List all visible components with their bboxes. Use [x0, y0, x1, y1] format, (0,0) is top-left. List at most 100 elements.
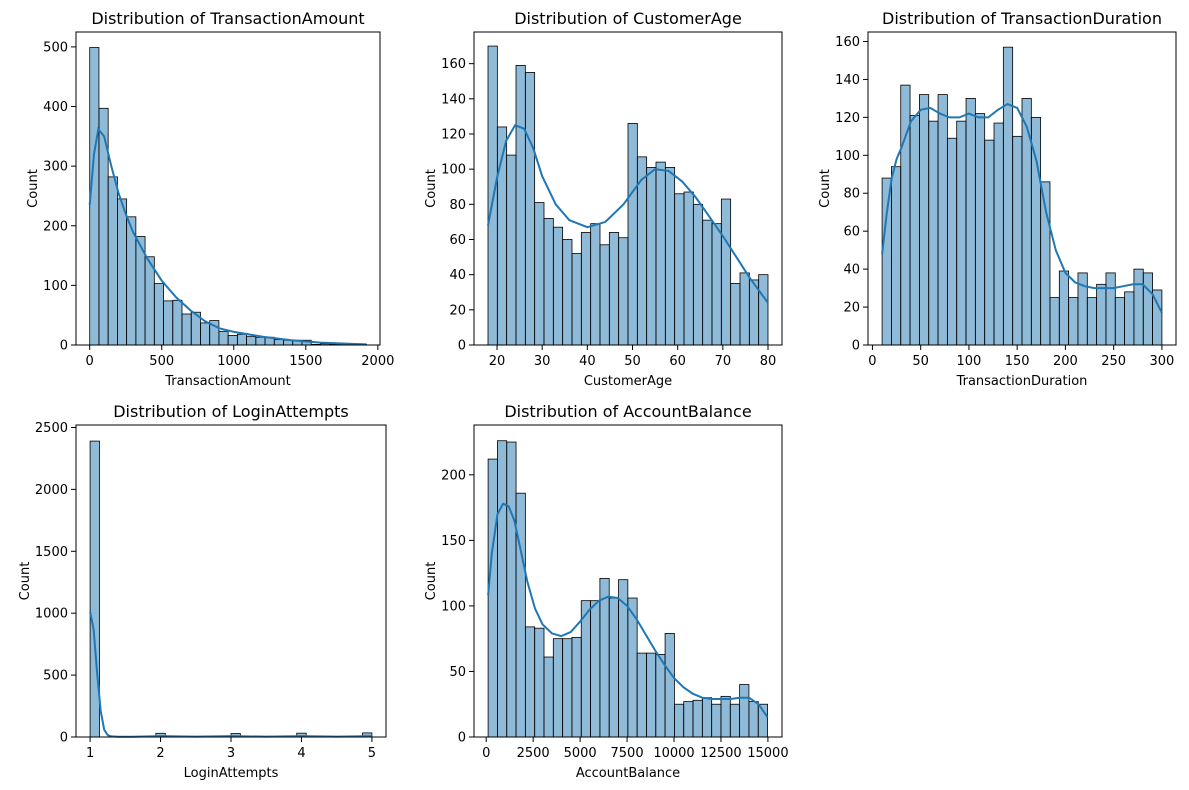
histogram-bar — [534, 202, 545, 346]
x-tick-label: 250 — [1101, 354, 1126, 369]
histogram-bar — [163, 300, 174, 346]
y-tick-label: 100 — [43, 279, 68, 294]
x-tick-label: 80 — [760, 354, 777, 369]
x-tick-label: 1500 — [289, 354, 322, 369]
y-tick-label: 200 — [441, 468, 466, 483]
histogram-bar — [1142, 272, 1153, 346]
histogram-bar — [515, 492, 526, 738]
histogram-bar — [1096, 283, 1107, 346]
histogram-bar — [748, 701, 759, 738]
histogram-bar — [739, 684, 750, 738]
histogram-bar — [711, 703, 722, 738]
histogram-bar — [683, 701, 694, 738]
histogram-bar — [891, 166, 902, 346]
kde-line — [88, 126, 367, 346]
x-tick-label: 300 — [1149, 354, 1174, 369]
histogram-bar — [255, 336, 266, 346]
plot-frame — [473, 31, 783, 346]
histogram-bar — [692, 699, 703, 738]
histogram-bar — [534, 627, 545, 738]
histogram-bar — [956, 120, 967, 346]
x-tick-label: 15000 — [747, 746, 788, 761]
histogram-bar — [627, 123, 638, 346]
histogram-bar — [946, 137, 958, 346]
histogram-bar — [636, 652, 647, 738]
chart-2: 0 50 100 150 200 250 300 0 20 40 60 80 100 120 140 160 D… — [818, 9, 1177, 389]
histogram-bar — [543, 217, 554, 346]
y-axis-label: Count — [424, 562, 439, 601]
x-tick-label: 4 — [297, 746, 305, 761]
histogram-bar — [1105, 272, 1116, 346]
x-axis-label: CustomerAge — [584, 374, 672, 389]
histogram-bar — [664, 166, 676, 346]
histogram-bar — [246, 336, 257, 346]
x-axis-label: LoginAttempts — [184, 766, 279, 781]
x-tick-label: 100 — [957, 354, 982, 369]
y-tick-label: 160 — [441, 57, 466, 72]
x-tick-label: 1000 — [217, 354, 250, 369]
histogram-bar — [590, 600, 601, 738]
x-tick-label: 2000 — [361, 354, 394, 369]
histogram-bar — [1114, 297, 1125, 346]
histogram-bar — [692, 203, 704, 346]
x-axis-label: TransactionDuration — [956, 374, 1088, 389]
y-tick-label: 120 — [835, 111, 860, 126]
x-tick-label: 2 — [156, 746, 164, 761]
chart-4: 0 2500 5000 7500 10000 12500 15000 0 50 100 150 200… — [424, 402, 788, 781]
x-tick-label: 60 — [669, 354, 686, 369]
histogram-bar — [218, 330, 229, 346]
x-tick-label: 0 — [482, 746, 490, 761]
histogram-bar — [506, 441, 517, 738]
x-tick-label: 0 — [868, 354, 876, 369]
histogram-bar — [608, 597, 619, 738]
histogram-bar — [664, 633, 675, 738]
kde-line — [89, 611, 372, 738]
histogram-bar — [1012, 135, 1023, 346]
histogram-bar — [674, 703, 685, 738]
histogram-bar — [543, 656, 554, 738]
histogram-bar — [1049, 297, 1060, 346]
y-tick-label: 60 — [843, 225, 860, 240]
histogram-bar — [590, 223, 601, 346]
plot-frame — [75, 424, 387, 738]
histogram-bar — [580, 600, 591, 738]
kde-line — [487, 123, 769, 304]
histogram-bar — [227, 335, 238, 346]
y-tick-label: 400 — [43, 100, 68, 115]
y-axis-label: Count — [26, 169, 41, 208]
y-tick-label: 0 — [60, 731, 68, 746]
x-tick-label: 0 — [86, 354, 94, 369]
histogram-bar — [1086, 297, 1098, 346]
histogram-bar — [608, 232, 620, 346]
histogram-bar — [144, 256, 155, 346]
x-tick-label: 7500 — [611, 746, 644, 761]
histogram-bar — [172, 299, 183, 346]
histogram-bar — [720, 695, 731, 738]
histogram-bar — [730, 283, 741, 346]
y-tick-label: 140 — [835, 73, 860, 88]
kde-line — [487, 502, 769, 718]
histogram-bar — [580, 232, 592, 346]
histogram-bar — [758, 274, 769, 346]
chart-title: Distribution of TransactionAmount — [91, 9, 364, 28]
x-tick-label: 50 — [624, 354, 641, 369]
plot-frame — [75, 31, 381, 346]
y-tick-label: 0 — [852, 339, 860, 354]
y-tick-label: 40 — [449, 268, 466, 283]
x-tick-label: 3 — [227, 746, 235, 761]
histogram-bar — [720, 198, 732, 346]
x-tick-label: 70 — [715, 354, 732, 369]
histogram-bar — [181, 313, 192, 346]
y-tick-label: 80 — [449, 198, 466, 213]
x-tick-label: 2500 — [517, 746, 550, 761]
histogram-bar — [1133, 268, 1144, 346]
histogram-bar — [655, 161, 666, 346]
histogram-bar — [909, 115, 920, 346]
histogram-bar — [236, 333, 248, 346]
chart-title: Distribution of TransactionDuration — [882, 9, 1162, 28]
histogram-bar — [974, 113, 986, 346]
histogram-bar — [1030, 116, 1042, 346]
chart-1: 20 30 40 50 60 70 80 0 20 40 60 80 100 120 140 160 Distr… — [424, 9, 783, 389]
histogram-bar — [117, 198, 128, 346]
y-tick-label: 1500 — [35, 545, 68, 560]
